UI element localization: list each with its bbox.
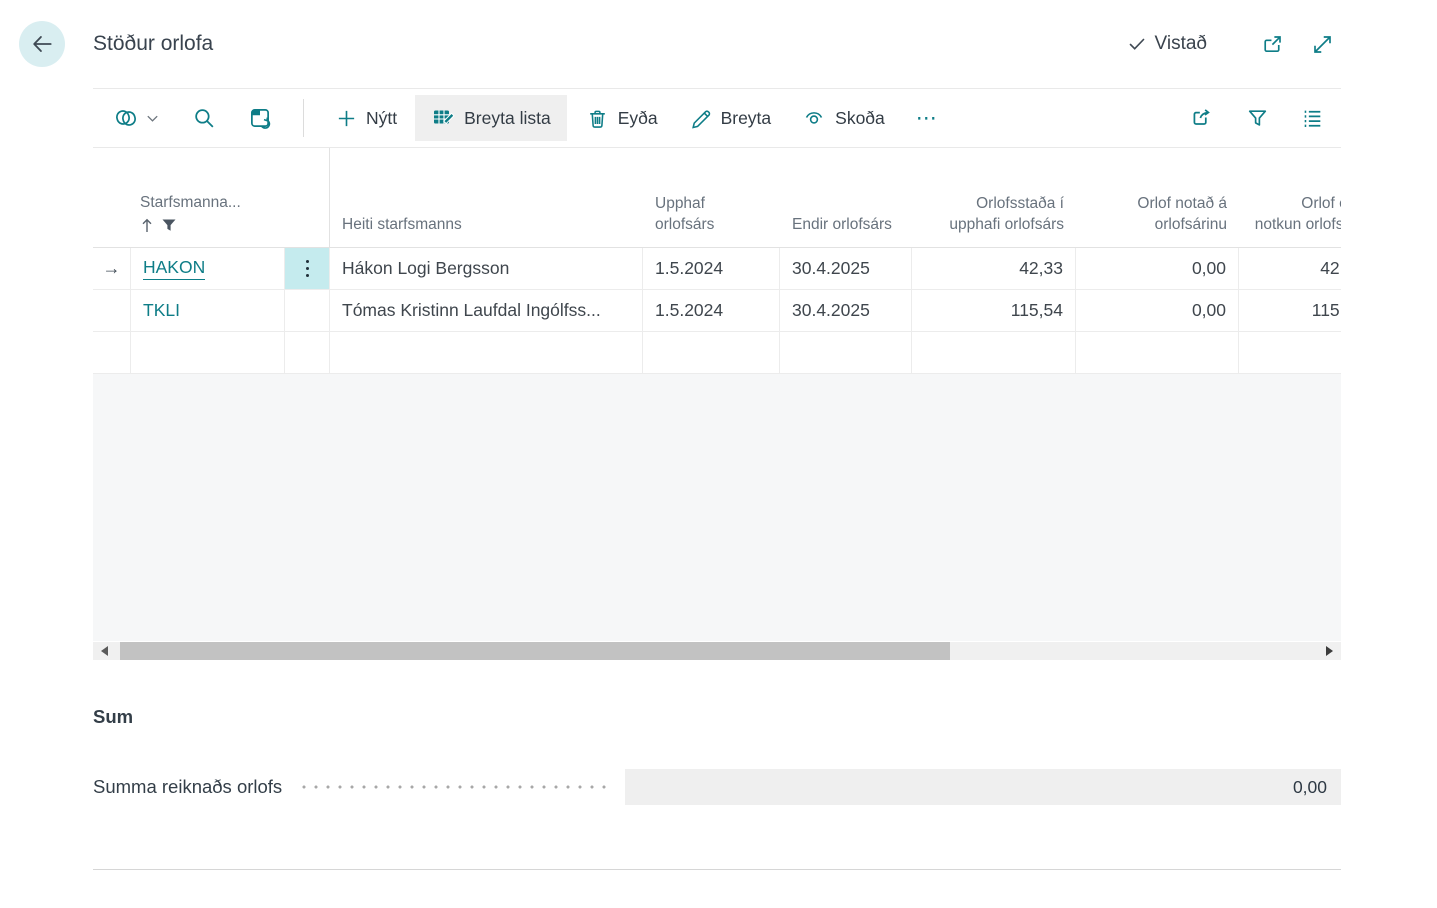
dotted-leader <box>298 785 611 789</box>
employee-no-cell[interactable]: TKLI <box>131 290 285 332</box>
new-button-label: Nýtt <box>366 107 398 128</box>
employee-no-header-label: Starfsmanna... <box>140 194 241 211</box>
table-row: → HAKON Hákon Logi Bergsson 1.5.2024 30.… <box>93 248 1341 290</box>
edit-list-button[interactable]: Breyta lista <box>415 95 567 141</box>
search-icon[interactable] <box>192 106 217 131</box>
grid-refresh-icon[interactable] <box>247 105 273 131</box>
period-start-cell[interactable]: 1.5.2024 <box>643 248 780 290</box>
delete-button[interactable]: Eyða <box>586 107 658 130</box>
delete-button-label: Eyða <box>617 107 658 128</box>
edit-list-button-label: Breyta lista <box>464 107 551 128</box>
period-end-cell[interactable]: 30.4.2025 <box>780 290 912 332</box>
column-header-used[interactable]: Orlof notað á orlofsárinu <box>1076 148 1239 247</box>
share-icon[interactable] <box>1189 105 1215 131</box>
column-header-remaining[interactable]: Orlof eftir notkun orlofsárs <box>1239 148 1341 247</box>
eye-icon <box>802 106 826 130</box>
scroll-left-arrow-icon[interactable] <box>101 646 108 656</box>
back-button[interactable] <box>19 21 65 67</box>
edit-button-label: Breyta <box>720 107 772 128</box>
total-vacation-label: Summa reiknaðs orlofs <box>93 776 283 797</box>
period-end-cell[interactable]: 30.4.2025 <box>780 248 912 290</box>
used-cell[interactable]: 0,00 <box>1076 248 1239 290</box>
filter-icon[interactable] <box>1245 106 1270 131</box>
checkmark-icon <box>1127 34 1147 54</box>
table-row: TKLI Tómas Kristinn Laufdal Ingólfss... … <box>93 290 1341 332</box>
employee-no-link[interactable]: HAKON <box>143 257 206 280</box>
balance-start-header-label: Orlofsstaða í upphafi orlofsárs <box>949 195 1064 233</box>
trash-icon <box>586 107 609 130</box>
column-header-employee-no[interactable]: Starfsmanna... <box>93 148 330 247</box>
app-switcher-icon <box>111 103 141 133</box>
remaining-cell[interactable]: 42,33 <box>1239 248 1341 290</box>
list-view-icon[interactable] <box>1300 106 1325 131</box>
kebab-menu-icon <box>305 260 309 277</box>
toolbar-divider <box>303 99 304 137</box>
page-title: Stöður orlofa <box>93 32 214 55</box>
scrollbar-thumb[interactable] <box>120 642 950 660</box>
more-options-button[interactable]: ⋯ <box>915 106 940 130</box>
used-cell[interactable]: 0,00 <box>1076 290 1239 332</box>
balance-start-cell[interactable]: 115,54 <box>912 290 1076 332</box>
new-button[interactable]: Nýtt <box>336 108 397 129</box>
remaining-header-label: Orlof eftir notkun orlofsárs <box>1254 195 1341 233</box>
row-options-cell[interactable] <box>285 290 330 332</box>
period-start-cell[interactable]: 1.5.2024 <box>643 290 780 332</box>
total-vacation-field[interactable]: 0,00 <box>625 769 1341 805</box>
column-filter-icon <box>161 218 177 233</box>
row-options-button[interactable] <box>285 248 330 290</box>
pencil-icon <box>689 107 712 130</box>
page-context-menu[interactable] <box>111 103 160 133</box>
title-bar: Stöður orlofa Vistað <box>93 0 1341 88</box>
plus-icon <box>336 108 357 129</box>
chevron-down-icon <box>145 111 160 126</box>
edit-button[interactable]: Breyta <box>689 107 772 130</box>
edit-table-icon <box>431 106 455 130</box>
totals-row: Summa reiknaðs orlofs 0,00 <box>93 769 1341 805</box>
employee-name-cell[interactable]: Hákon Logi Bergsson <box>330 248 643 290</box>
action-toolbar: Nýtt Breyta lista <box>93 88 1341 148</box>
employee-name-cell[interactable]: Tómas Kristinn Laufdal Ingólfss... <box>330 290 643 332</box>
employee-no-cell[interactable]: HAKON <box>131 248 285 290</box>
used-header-label: Orlof notað á orlofsárinu <box>1137 195 1227 233</box>
view-button[interactable]: Skoða <box>802 106 885 130</box>
totals-heading: Sum <box>93 706 134 727</box>
current-row-arrow-icon: → <box>93 248 131 290</box>
column-header-balance-start[interactable]: Orlofsstaða í upphafi orlofsárs <box>912 148 1076 247</box>
expand-page-icon[interactable] <box>1309 31 1335 57</box>
remaining-cell[interactable]: 115,54 <box>1239 290 1341 332</box>
grid-header-row: Starfsmanna... Heiti starfsmanns Upphaf … <box>93 148 1341 248</box>
horizontal-scrollbar[interactable] <box>93 642 1341 660</box>
column-header-period-end[interactable]: Endir orlofsárs <box>780 148 912 247</box>
grid-empty-space <box>93 374 1341 641</box>
bottom-divider <box>93 869 1341 870</box>
saved-indicator: Vistað <box>1127 33 1207 55</box>
vacation-status-grid: Starfsmanna... Heiti starfsmanns Upphaf … <box>93 148 1341 660</box>
scroll-right-arrow-icon[interactable] <box>1326 646 1333 656</box>
period-start-header-label: Upphaf orlofsárs <box>655 195 715 233</box>
column-header-period-start[interactable]: Upphaf orlofsárs <box>643 148 780 247</box>
employee-name-header-label: Heiti starfsmanns <box>342 215 462 233</box>
balance-start-cell[interactable]: 42,33 <box>912 248 1076 290</box>
empty-table-row <box>93 332 1341 374</box>
saved-label: Vistað <box>1154 33 1207 54</box>
sort-ascending-icon <box>140 217 154 234</box>
view-button-label: Skoða <box>835 107 885 128</box>
period-end-header-label: Endir orlofsárs <box>792 215 892 233</box>
employee-no-link[interactable]: TKLI <box>143 300 180 320</box>
row-indicator-cell <box>93 290 131 332</box>
column-header-employee-name[interactable]: Heiti starfsmanns <box>330 148 643 247</box>
arrow-left-icon <box>29 31 55 57</box>
open-in-new-window-icon[interactable] <box>1259 31 1285 57</box>
